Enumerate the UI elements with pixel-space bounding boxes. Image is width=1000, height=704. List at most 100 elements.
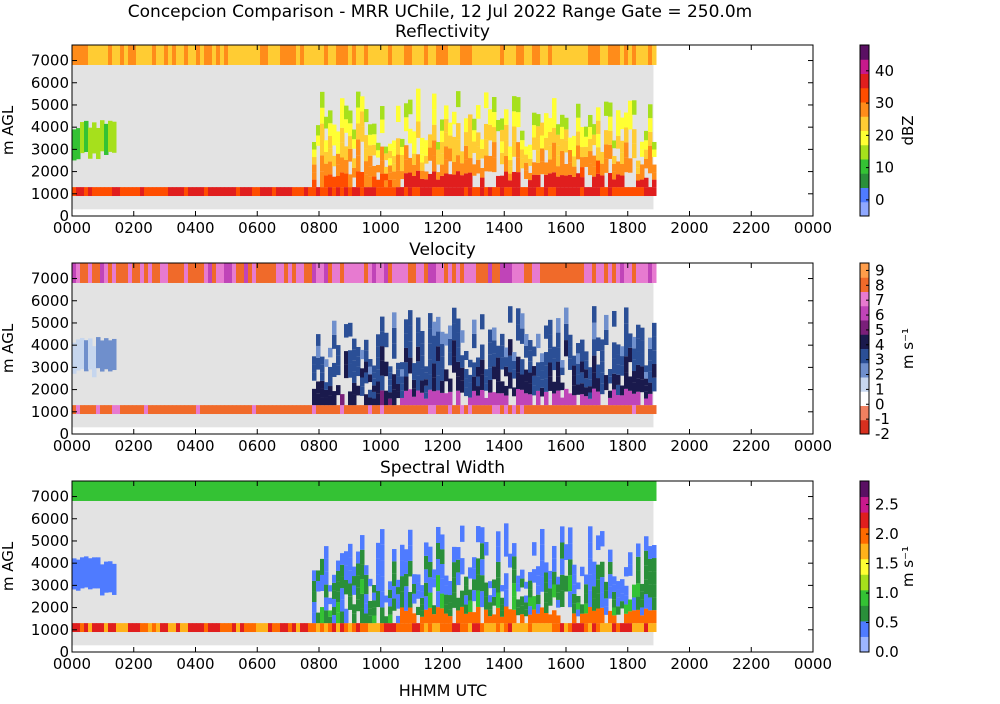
heatmap-cell <box>488 124 493 141</box>
heatmap-cell <box>480 575 485 592</box>
heatmap-cell <box>456 45 461 65</box>
heatmap-cell <box>528 180 533 188</box>
heatmap-cell <box>640 340 645 354</box>
heatmap-cell <box>584 613 589 624</box>
heatmap-cell <box>356 123 361 140</box>
heatmap-cell <box>176 481 181 501</box>
heatmap-cell <box>76 405 81 415</box>
heatmap-cell <box>292 45 297 65</box>
heatmap-cell <box>396 405 401 415</box>
heatmap-cell <box>332 334 337 349</box>
heatmap-cell <box>568 543 573 560</box>
heatmap-cell <box>332 362 337 377</box>
heatmap-cell <box>408 128 413 144</box>
heatmap-cell <box>556 134 561 146</box>
heatmap-cell <box>400 45 405 65</box>
heatmap-cell <box>444 613 449 624</box>
heatmap-cell <box>84 187 89 197</box>
heatmap-cell <box>432 45 437 65</box>
heatmap-cell <box>520 149 525 159</box>
heatmap-cell <box>328 616 333 624</box>
heatmap-cell <box>460 330 465 343</box>
heatmap-cell <box>460 151 465 164</box>
heatmap-cell <box>88 127 93 159</box>
heatmap-cell <box>340 142 345 158</box>
heatmap-cell <box>400 576 405 592</box>
heatmap-cell <box>336 385 341 396</box>
heatmap-cell <box>592 124 597 135</box>
heatmap-cell <box>256 187 261 197</box>
heatmap-cell <box>112 45 117 65</box>
heatmap-cell <box>380 146 385 161</box>
heatmap-cell <box>548 319 553 335</box>
heatmap-cell <box>592 405 597 415</box>
heatmap-cell <box>416 481 421 501</box>
heatmap-cell <box>444 119 449 133</box>
heatmap-cell <box>564 623 569 633</box>
x-tick-label: 1200 <box>423 655 461 673</box>
heatmap-cell <box>496 481 501 501</box>
heatmap-cell <box>644 378 649 386</box>
heatmap-cell <box>536 613 541 624</box>
heatmap-cell <box>552 98 557 113</box>
heatmap-cell <box>648 187 653 197</box>
heatmap-cell <box>632 336 637 349</box>
heatmap-cell <box>556 155 561 167</box>
heatmap-cell <box>396 376 401 384</box>
heatmap-cell <box>392 187 397 197</box>
heatmap-cell <box>368 578 373 587</box>
heatmap-cell <box>548 588 553 598</box>
heatmap-cell <box>516 45 521 65</box>
heatmap-cell <box>516 187 521 197</box>
heatmap-cell <box>400 591 405 608</box>
heatmap-cell <box>464 595 469 605</box>
heatmap-cell <box>408 357 413 374</box>
heatmap-cell <box>96 45 101 65</box>
heatmap-cell <box>152 45 157 65</box>
heatmap-cell <box>580 361 585 373</box>
x-tick-label: 1400 <box>485 655 523 673</box>
heatmap-cell <box>624 623 629 633</box>
heatmap-cell <box>616 344 621 355</box>
colorbar-tick-label: -2 <box>875 425 890 443</box>
heatmap-cell <box>164 263 169 283</box>
heatmap-cell <box>436 591 441 608</box>
heatmap-cell <box>408 592 413 608</box>
heatmap-cell <box>596 173 601 188</box>
heatmap-cell <box>432 124 437 141</box>
heatmap-cell <box>88 187 93 197</box>
heatmap-cell <box>624 604 629 614</box>
heatmap-cell <box>464 369 469 379</box>
heatmap-cell <box>392 586 397 599</box>
heatmap-cell <box>152 623 157 633</box>
heatmap-cell <box>192 405 197 415</box>
heatmap-cell <box>248 187 253 197</box>
heatmap-cell <box>112 187 117 197</box>
heatmap-cell <box>368 45 373 65</box>
heatmap-cell <box>316 345 321 358</box>
heatmap-cell <box>132 623 137 633</box>
heatmap-cell <box>96 127 101 160</box>
heatmap-cell <box>444 187 449 197</box>
heatmap-cell <box>508 160 513 167</box>
heatmap-cell <box>484 263 489 283</box>
heatmap-cell <box>540 379 545 388</box>
heatmap-cell <box>572 564 577 575</box>
heatmap-cell <box>640 141 645 150</box>
heatmap-cell <box>544 162 549 175</box>
heatmap-cell <box>312 263 317 283</box>
heatmap-cell <box>92 557 97 589</box>
heatmap-cell <box>240 187 245 197</box>
heatmap-cell <box>436 360 441 376</box>
heatmap-cell <box>560 175 565 188</box>
heatmap-cell <box>380 405 385 415</box>
heatmap-cell <box>432 614 437 624</box>
heatmap-cell <box>404 173 409 188</box>
heatmap-cell <box>308 45 313 65</box>
heatmap-cell <box>364 584 369 595</box>
heatmap-cell <box>560 526 565 543</box>
heatmap-cell <box>372 607 377 616</box>
heatmap-cell <box>312 179 317 188</box>
heatmap-cell <box>424 140 429 148</box>
heatmap-cell <box>404 263 409 283</box>
